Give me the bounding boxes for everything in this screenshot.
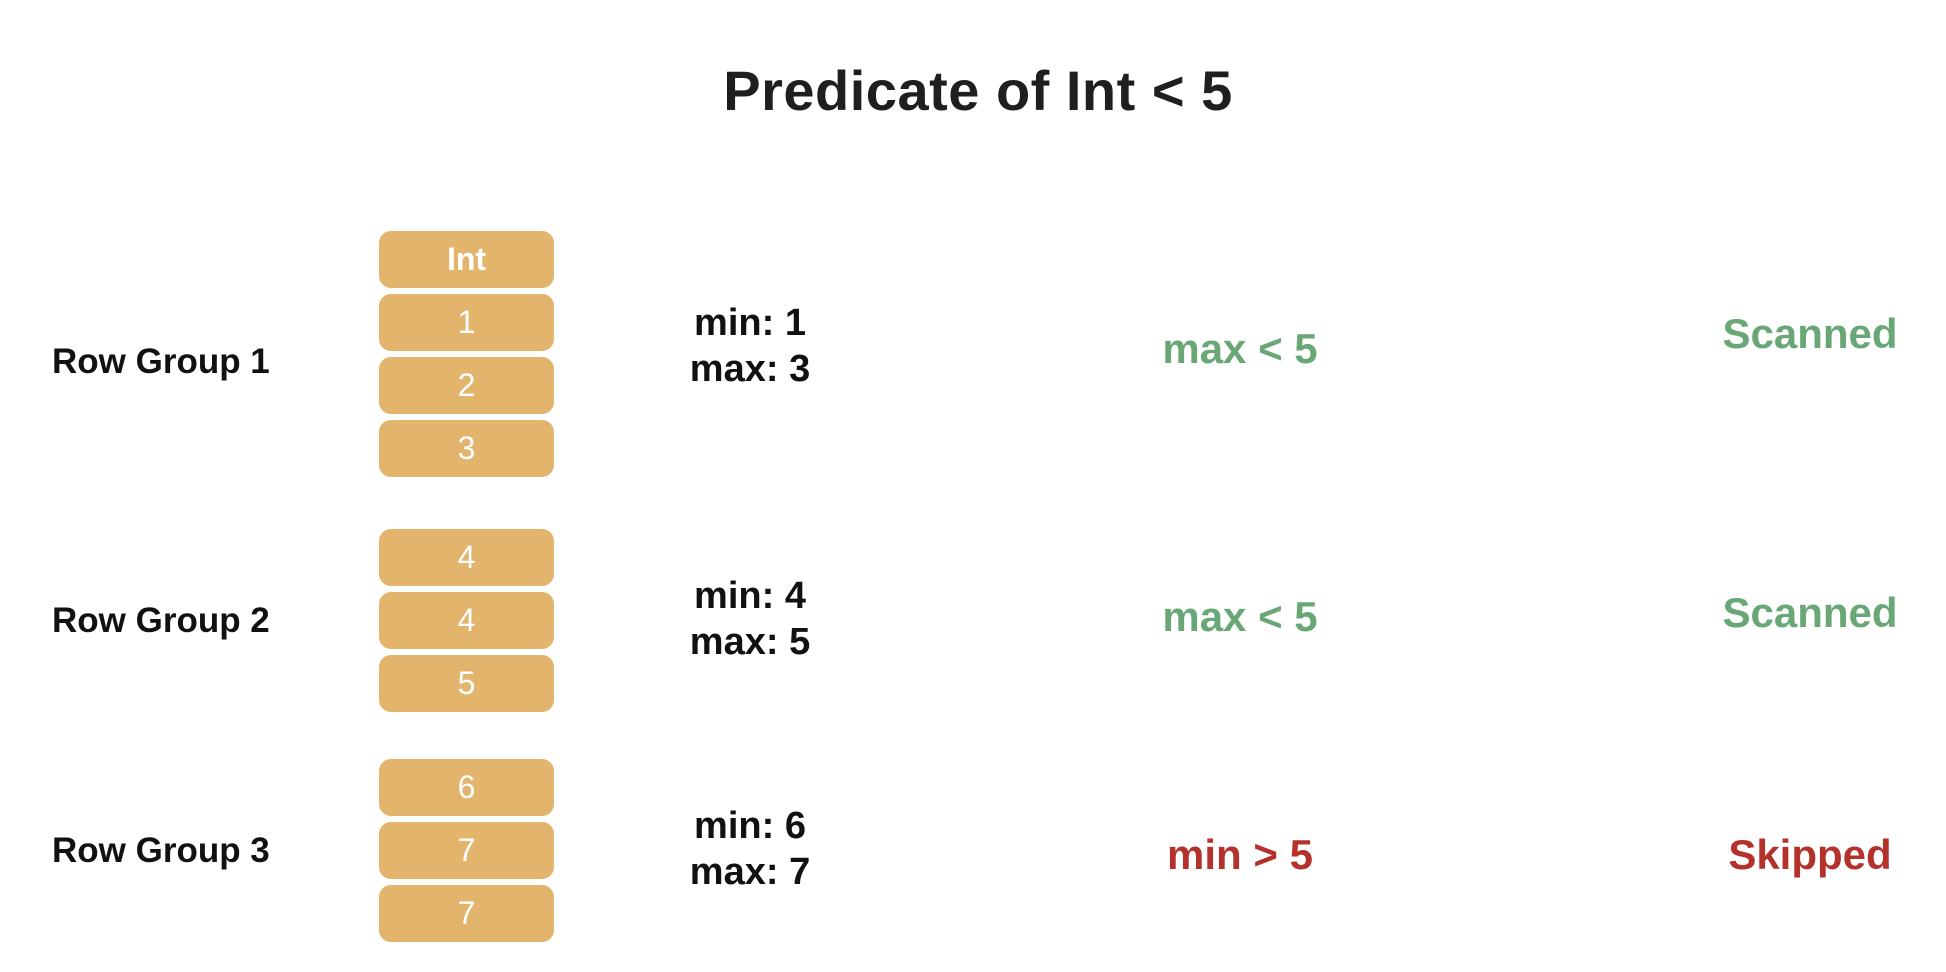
- max-stat: max: 3: [689, 348, 811, 390]
- min-stat: min: 1: [694, 302, 806, 344]
- predicate-condition: max < 5: [1162, 325, 1318, 372]
- value-cell: 1: [379, 294, 554, 351]
- skip-result: Skipped: [1728, 831, 1892, 878]
- row-group-label: Row Group 1: [52, 342, 270, 381]
- value-cell: 2: [379, 357, 554, 414]
- value-cell: 4: [379, 529, 554, 586]
- min-stat: min: 6: [694, 805, 806, 847]
- int-column-cells: 4 4 5: [379, 529, 554, 718]
- min-stat: min: 4: [694, 575, 806, 617]
- int-column-cells: Int 1 2 3: [379, 231, 554, 483]
- scan-result: Scanned: [1722, 310, 1898, 357]
- column-header-cell: Int: [379, 231, 554, 288]
- diagram-title: Predicate of Int < 5: [723, 59, 1233, 122]
- min-max-stats: min: 4 max: 5: [600, 573, 900, 665]
- row-group-label: Row Group 3: [52, 831, 270, 870]
- max-stat: max: 5: [689, 621, 811, 663]
- value-cell: 6: [379, 759, 554, 816]
- value-cell: 5: [379, 655, 554, 712]
- predicate-condition: min > 5: [1167, 831, 1313, 878]
- predicate-condition: max < 5: [1162, 593, 1318, 640]
- value-cell: 3: [379, 420, 554, 477]
- scan-result: Scanned: [1722, 589, 1898, 636]
- value-cell: 7: [379, 822, 554, 879]
- int-column-cells: 6 7 7: [379, 759, 554, 948]
- min-max-stats: min: 1 max: 3: [600, 300, 900, 392]
- min-max-stats: min: 6 max: 7: [600, 803, 900, 895]
- row-group-label: Row Group 2: [52, 601, 270, 640]
- max-stat: max: 7: [689, 851, 811, 893]
- value-cell: 7: [379, 885, 554, 942]
- value-cell: 4: [379, 592, 554, 649]
